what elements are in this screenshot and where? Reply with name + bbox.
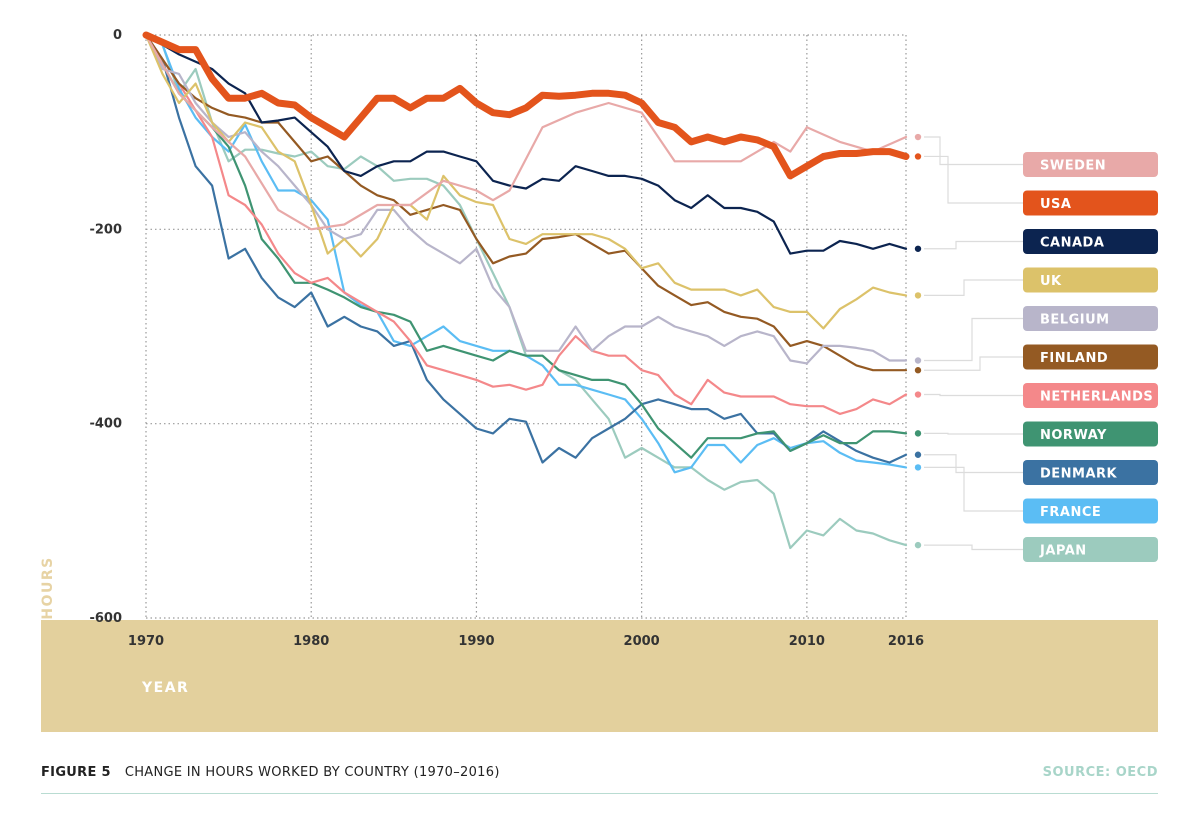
series-end-dot bbox=[914, 245, 922, 252]
figure-label: FIGURE 5 bbox=[41, 765, 111, 780]
legend-connector bbox=[924, 279, 1023, 297]
figure-title: CHANGE IN HOURS WORKED BY COUNTRY (1970–… bbox=[124, 765, 500, 780]
legend-label: CANADA bbox=[1040, 236, 1104, 251]
legend-connector bbox=[924, 544, 1023, 551]
legend-item-belgium: BELGIUM bbox=[1023, 306, 1158, 331]
legend-label: SWEDEN bbox=[1040, 159, 1106, 174]
x-axis-band bbox=[41, 620, 1158, 732]
legend-connector bbox=[924, 240, 1023, 250]
x-tick-label: 2010 bbox=[789, 634, 825, 649]
legend-label: UK bbox=[1040, 274, 1062, 289]
series-end-dot bbox=[914, 153, 922, 160]
legend-item-canada: CANADA bbox=[1023, 229, 1158, 254]
legend-label: USA bbox=[1040, 197, 1071, 212]
legend-swatch bbox=[1023, 229, 1158, 254]
legend-swatch bbox=[1023, 306, 1158, 331]
series-line-canada bbox=[144, 33, 908, 255]
x-tick-label: 1990 bbox=[458, 634, 494, 649]
series-end-dot bbox=[914, 357, 922, 364]
series-end-dot bbox=[914, 367, 922, 374]
y-tick-label: -600 bbox=[89, 611, 122, 626]
legend-connector bbox=[924, 432, 1023, 435]
series-end-dot bbox=[914, 464, 922, 471]
series-line-denmark bbox=[144, 33, 908, 464]
series-end-dot bbox=[914, 292, 922, 299]
legend-label: FRANCE bbox=[1040, 505, 1101, 520]
legend-connector bbox=[924, 155, 1023, 204]
series-end-dot bbox=[914, 430, 922, 437]
caption-rule bbox=[41, 793, 1158, 794]
x-tick-label: 1970 bbox=[128, 634, 164, 649]
series-end-dot bbox=[914, 451, 922, 458]
legend-swatch bbox=[1023, 460, 1158, 485]
legend-swatch bbox=[1023, 267, 1158, 293]
series-line-norway bbox=[144, 33, 908, 459]
figure-caption: FIGURE 5 CHANGE IN HOURS WORKED BY COUNTR… bbox=[41, 765, 500, 780]
legend-swatch bbox=[1023, 152, 1158, 177]
legend-item-usa: USA bbox=[1023, 190, 1158, 216]
legend: SWEDEN USA CANADA UK BELGIUM FINLAND NETHERLAN… bbox=[1023, 152, 1158, 562]
legend-swatch bbox=[1023, 190, 1158, 216]
series-end-dot bbox=[914, 541, 922, 549]
legend-item-norway: NORWAY bbox=[1023, 421, 1158, 447]
series-line-japan bbox=[144, 33, 908, 550]
legend-swatch bbox=[1023, 537, 1158, 562]
series-line-uk bbox=[144, 33, 908, 330]
legend-swatch bbox=[1023, 383, 1158, 408]
y-tick-label: 0 bbox=[113, 28, 122, 43]
x-tick-label: 2000 bbox=[624, 634, 660, 649]
legend-item-japan: JAPAN bbox=[1023, 537, 1158, 562]
legend-connector bbox=[924, 356, 1023, 371]
series-line-belgium bbox=[144, 33, 908, 365]
source-note: SOURCE: OECD bbox=[1042, 765, 1158, 780]
legend-label: JAPAN bbox=[1039, 544, 1087, 559]
legend-label: BELGIUM bbox=[1040, 313, 1110, 328]
series-end-dot bbox=[914, 133, 922, 141]
legend-connector bbox=[924, 393, 1023, 397]
y-axis-title: HOURS bbox=[40, 556, 56, 619]
axis-ticks: 0 -200 -400 -600 1970 1980 1990 2000 2010 2016 bbox=[89, 28, 924, 649]
legend-connector bbox=[924, 136, 1023, 166]
y-tick-label: -400 bbox=[89, 417, 122, 432]
grid bbox=[145, 34, 907, 619]
legend-item-sweden: SWEDEN bbox=[1023, 152, 1158, 177]
x-axis-title: YEAR bbox=[141, 680, 189, 696]
legend-connector bbox=[924, 454, 1023, 474]
legend-item-netherlands: NETHERLANDS bbox=[1023, 383, 1158, 408]
series-line-netherlands bbox=[144, 33, 908, 415]
legend-label: DENMARK bbox=[1040, 467, 1118, 482]
series-line-sweden bbox=[144, 33, 908, 231]
legend-item-denmark: DENMARK bbox=[1023, 460, 1158, 485]
series-line-usa bbox=[142, 31, 910, 180]
legend-label: NETHERLANDS bbox=[1040, 390, 1153, 405]
series-layer bbox=[142, 31, 910, 550]
legend-connector bbox=[924, 317, 1023, 362]
series-end-dot bbox=[914, 391, 922, 398]
legend-label: NORWAY bbox=[1040, 428, 1107, 443]
legend-item-finland: FINLAND bbox=[1023, 344, 1158, 370]
x-tick-label: 2016 bbox=[888, 634, 924, 649]
legend-swatch bbox=[1023, 421, 1158, 447]
series-end-dots bbox=[914, 133, 922, 549]
legend-swatch bbox=[1023, 344, 1158, 370]
series-line-finland bbox=[144, 33, 908, 372]
legend-item-uk: UK bbox=[1023, 267, 1158, 293]
legend-label: FINLAND bbox=[1040, 351, 1108, 366]
y-tick-label: -200 bbox=[89, 222, 122, 237]
legend-item-france: FRANCE bbox=[1023, 498, 1158, 524]
legend-swatch bbox=[1023, 498, 1158, 524]
legend-connector bbox=[924, 466, 1023, 512]
legend-connectors bbox=[924, 136, 1023, 551]
x-tick-label: 1980 bbox=[293, 634, 329, 649]
